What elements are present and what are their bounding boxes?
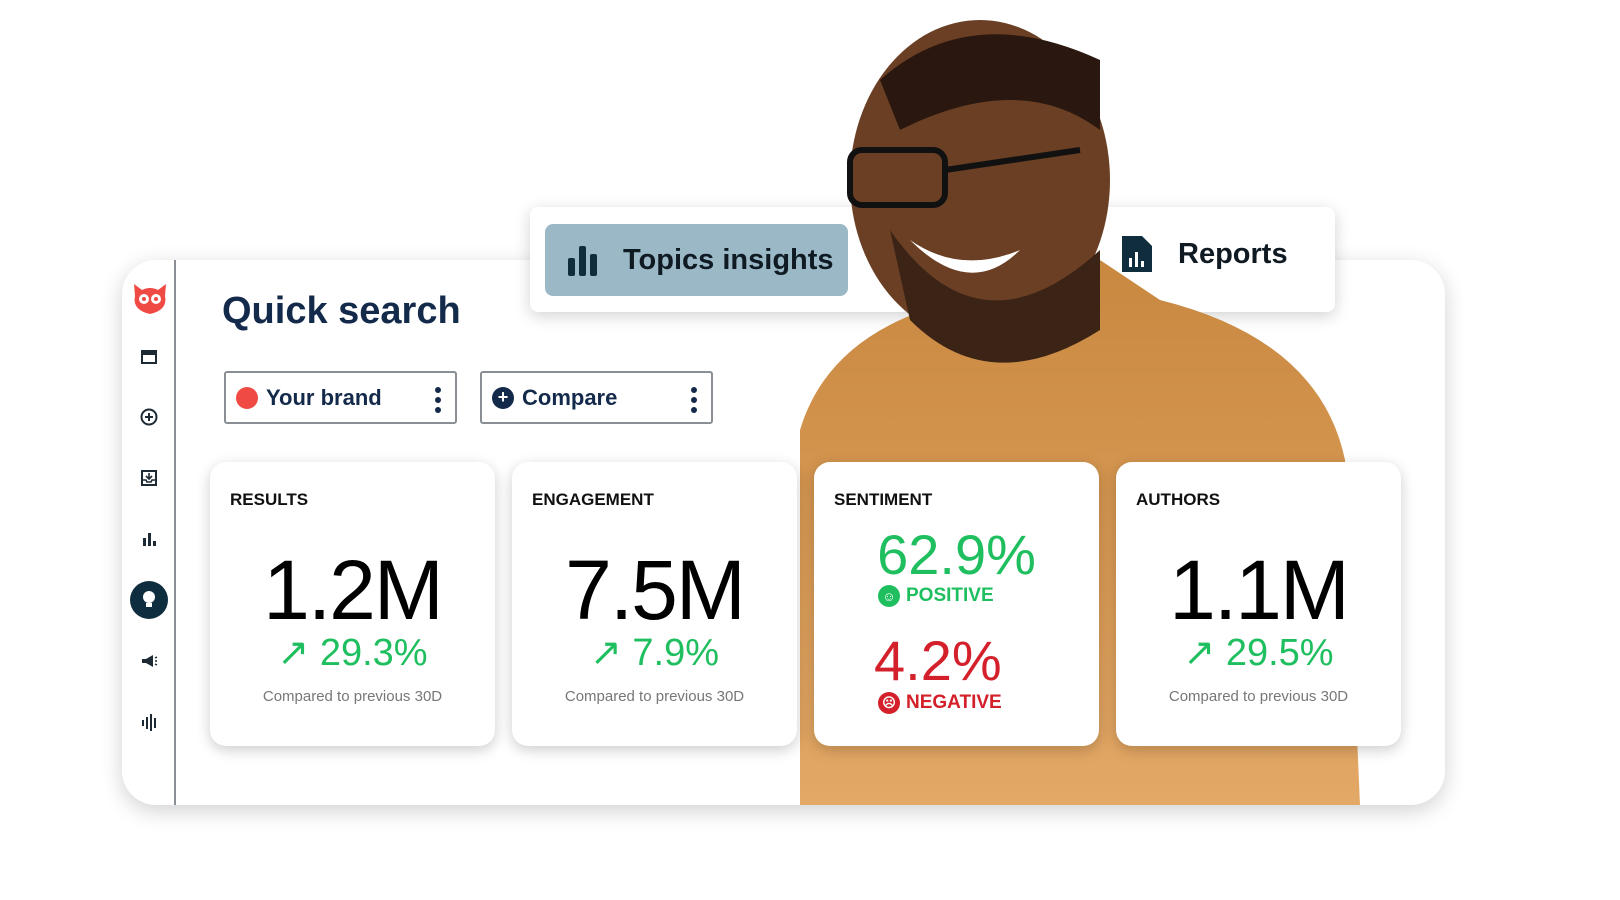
card-compare-note: Compared to previous 30D: [564, 688, 745, 705]
audio-bars-icon[interactable]: [134, 707, 164, 737]
arrow-up-right-icon: ↗: [589, 632, 622, 674]
compare-label: Compare: [522, 384, 618, 410]
card-value: 1.1M: [1169, 543, 1350, 637]
tab-topics-insights[interactable]: Topics insights: [545, 224, 848, 296]
tab-label: Topics insights: [623, 243, 834, 276]
more-options-icon[interactable]: [691, 385, 697, 415]
sad-face-icon: ☹: [878, 692, 900, 714]
brand-label: Your brand: [266, 384, 382, 410]
more-options-icon[interactable]: [435, 385, 441, 415]
arrow-up-right-icon: ↗: [277, 632, 310, 674]
negative-value: 4.2%: [874, 629, 1002, 692]
brand-selector[interactable]: Your brand: [224, 371, 457, 424]
report-document-icon: [1122, 236, 1152, 272]
plus-circle-icon: +: [492, 386, 514, 409]
results-card: RESULTS 1.2M ↗ 29.3% Compared to previou…: [210, 462, 495, 746]
page-title: Quick search: [222, 290, 461, 332]
card-compare-note: Compared to previous 30D: [262, 688, 443, 705]
arrow-up-right-icon: ↗: [1183, 632, 1216, 674]
lightbulb-icon[interactable]: [130, 581, 168, 619]
card-label: RESULTS: [230, 490, 309, 509]
brand-color-dot: [236, 386, 258, 409]
megaphone-icon[interactable]: [134, 646, 164, 676]
card-label: SENTIMENT: [834, 490, 933, 509]
card-change: ↗ 7.9%: [589, 632, 720, 674]
tab-reports[interactable]: Reports: [1122, 236, 1288, 272]
happy-face-icon: ☺: [878, 585, 900, 607]
card-change: ↗ 29.3%: [277, 632, 428, 674]
plus-circle-icon[interactable]: [134, 402, 164, 432]
bar-chart-icon[interactable]: [134, 524, 164, 554]
bar-chart-icon: [568, 246, 597, 276]
inbox-icon[interactable]: [134, 463, 164, 493]
card-compare-note: Compared to previous 30D: [1168, 688, 1349, 705]
sidebar: [122, 260, 176, 805]
card-value: 7.5M: [565, 543, 746, 637]
card-change: ↗ 29.5%: [1183, 632, 1334, 674]
positive-label: ☺ POSITIVE: [878, 585, 994, 607]
sentiment-card: SENTIMENT 62.9% ☺ POSITIVE 4.2% ☹ NEGATIVE: [814, 462, 1099, 746]
authors-card: AUTHORS 1.1M ↗ 29.5% Compared to previou…: [1116, 462, 1401, 746]
engagement-card: ENGAGEMENT 7.5M ↗ 7.9% Compared to previ…: [512, 462, 797, 746]
positive-value: 62.9%: [877, 523, 1036, 586]
tab-label: Reports: [1178, 237, 1288, 270]
compare-selector[interactable]: + Compare: [480, 371, 713, 424]
card-value: 1.2M: [263, 543, 444, 637]
negative-label: ☹ NEGATIVE: [878, 692, 1002, 714]
card-label: ENGAGEMENT: [532, 490, 654, 509]
card-label: AUTHORS: [1136, 490, 1221, 509]
calendar-icon[interactable]: [134, 341, 164, 371]
owl-logo-icon[interactable]: [130, 280, 170, 318]
